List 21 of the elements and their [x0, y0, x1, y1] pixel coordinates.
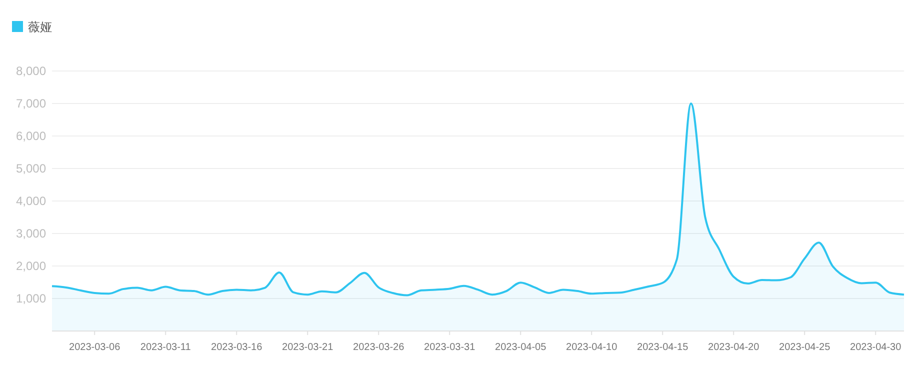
x-tick-label: 2023-03-16	[211, 342, 263, 353]
x-tick-label: 2023-04-05	[495, 342, 547, 353]
legend-label: 薇娅	[28, 20, 52, 34]
x-tick-label: 2023-03-06	[69, 342, 121, 353]
y-tick-label: 4,000	[16, 194, 46, 208]
x-tick-label: 2023-04-25	[779, 342, 831, 353]
x-tick-label: 2023-03-21	[282, 342, 334, 353]
y-tick-label: 7,000	[16, 96, 46, 110]
x-tick-label: 2023-03-11	[140, 342, 192, 353]
x-tick-label: 2023-04-20	[708, 342, 760, 353]
x-tick-label: 2023-03-31	[424, 342, 476, 353]
x-tick-label: 2023-04-30	[850, 342, 902, 353]
y-tick-label: 8,000	[16, 64, 46, 78]
x-tick-label: 2023-03-26	[353, 342, 405, 353]
x-tick-label: 2023-04-15	[637, 342, 689, 353]
y-tick-label: 3,000	[16, 226, 46, 240]
y-tick-label: 5,000	[16, 161, 46, 176]
y-tick-label: 2,000	[16, 258, 46, 273]
y-tick-label: 1,000	[16, 291, 46, 306]
y-tick-label: 6,000	[16, 128, 46, 143]
x-tick-label: 2023-04-10	[566, 342, 618, 353]
